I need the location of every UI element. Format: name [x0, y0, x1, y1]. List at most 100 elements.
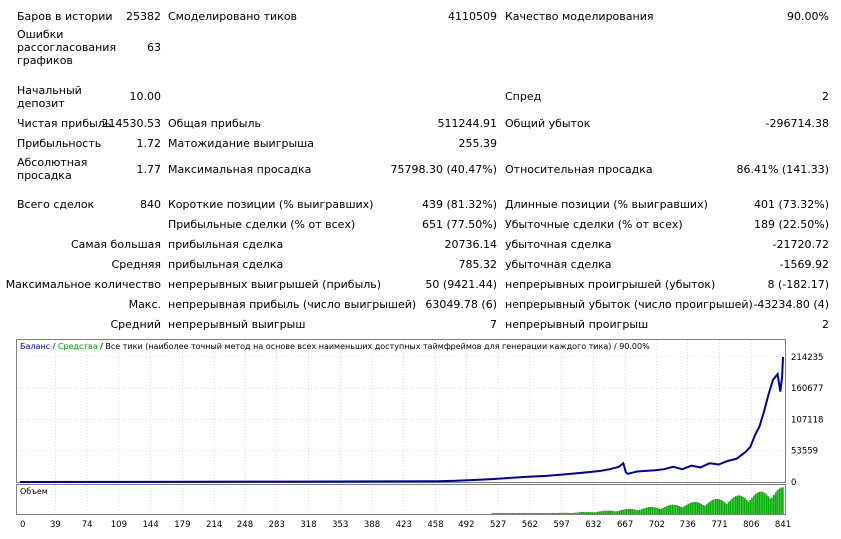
max-cons-wins-label: непрерывных выигрышей (прибыль) [168, 278, 382, 291]
volume-bar [495, 513, 497, 514]
volume-bar [520, 513, 523, 514]
volume-bar [642, 508, 644, 514]
volume-bar [716, 498, 719, 514]
volume-bar [546, 513, 548, 514]
volume-bar [602, 510, 605, 514]
volume-bar [629, 509, 632, 514]
volume-bar [767, 496, 770, 514]
x-tick-label: 527 [490, 520, 506, 530]
volume-bar [604, 510, 606, 514]
volume-bar [569, 513, 572, 514]
volume-bar [591, 512, 594, 514]
volume-bar [656, 508, 659, 514]
volume-bars [491, 487, 784, 514]
volume-bar [673, 504, 675, 514]
volume-bar [622, 509, 624, 514]
volume-bar [542, 513, 545, 514]
max-dd-value: 75798.30 (40.47%) [390, 163, 497, 176]
volume-bar [573, 512, 575, 514]
max-cons-profit-label: непрерывная прибыль (число выигрышей) [168, 298, 417, 311]
long-value: 401 (73.32%) [753, 198, 829, 211]
balance-chart: 214235 160677 107118 53559 0 0 39 74 109 144 179 2… [16, 339, 823, 530]
x-tick-label: 74 [82, 520, 93, 530]
volume-bar [682, 507, 684, 514]
volume-bar [756, 492, 759, 514]
deposit-value: 10.00 [129, 90, 162, 103]
max-cons-losses-value: 8 (-182.17) [767, 278, 829, 291]
y-tick-label: 107118 [791, 415, 823, 425]
volume-bar [580, 512, 583, 514]
volume-bar [633, 509, 635, 514]
volume-bar [571, 513, 574, 514]
volume-bar [733, 497, 735, 514]
largest-profit-label: прибыльная сделка [168, 238, 284, 251]
volume-bar [653, 507, 655, 514]
volume-bar [773, 494, 775, 514]
y-tick-label: 53559 [791, 447, 818, 457]
largest-loss-label: убыточная сделка [505, 238, 612, 251]
volume-bar [493, 513, 496, 514]
x-tick-label: 492 [458, 520, 474, 530]
volume-bar [538, 513, 541, 514]
volume-bar [698, 502, 701, 514]
avg-cons-wins-value: 7 [490, 318, 497, 331]
max-cons-loss-value: -43234.80 (4) [753, 298, 829, 311]
average-label: Средняя [111, 258, 161, 271]
volume-bar [684, 506, 686, 514]
loss-trades-label: Убыточные сделки (% от всех) [505, 218, 683, 231]
x-axis-labels: 0 39 74 109 144 179 214 248 283 318 353 388 423 458 49… [20, 520, 791, 530]
x-tick-label: 562 [522, 520, 538, 530]
average-loss-label: убыточная сделка [505, 258, 612, 271]
volume-bar [624, 509, 626, 514]
volume-bar [667, 505, 670, 514]
volume-bar [747, 501, 750, 514]
volume-bar [734, 496, 737, 514]
short-label: Короткие позиции (% выигравших) [168, 198, 374, 211]
volume-bar [524, 513, 526, 514]
y-tick-label: 0 [791, 478, 796, 488]
volume-bar [627, 509, 630, 514]
volume-bar [702, 504, 704, 514]
volume-bar [771, 497, 773, 514]
volume-bar [549, 513, 552, 514]
average-profit-label: прибыльная сделка [168, 258, 284, 271]
volume-bar [662, 507, 664, 514]
volume-bar [691, 502, 693, 514]
volume-bar [517, 513, 519, 514]
volume-bar [744, 498, 746, 514]
abs-dd-value: 1.77 [136, 163, 162, 176]
volume-bar [664, 506, 666, 514]
legend-equity: Средства [58, 342, 98, 351]
volume-bar [504, 513, 507, 514]
spread-label: Спред [505, 90, 542, 103]
volume-bar [675, 505, 677, 514]
avg-cons-wins-label: непрерывный выигрыш [168, 318, 306, 331]
volume-bar [749, 499, 751, 514]
volume-bar [597, 511, 599, 514]
volume-bar [562, 512, 565, 514]
max-label: Макс. [128, 298, 161, 311]
volume-bar [753, 495, 755, 514]
x-tick-label: 39 [50, 520, 61, 530]
volume-bar [558, 512, 561, 514]
x-tick-label: 458 [427, 520, 443, 530]
loss-trades-value: 189 (22.50%) [753, 218, 829, 231]
volume-bar [651, 507, 653, 514]
volume-bar [724, 502, 726, 514]
volume-bar [774, 492, 777, 514]
gross-profit-value: 511244.91 [437, 117, 498, 130]
volume-bar [555, 513, 557, 514]
volume-bar [644, 508, 646, 514]
volume-bar [707, 502, 710, 514]
total-trades-label: Всего сделок [17, 198, 95, 211]
x-tick-label: 109 [111, 520, 127, 530]
volume-bar [666, 506, 668, 514]
volume-bar [575, 512, 577, 514]
volume-bar [704, 505, 706, 514]
volume-bar [606, 510, 608, 514]
expected-payoff-label: Матожидание выигрыша [168, 137, 314, 150]
average-profit-value: 785.32 [458, 258, 498, 271]
rel-dd-label: Относительная просадка [505, 163, 653, 176]
max-cons-wins-value: 50 (9421.44) [425, 278, 497, 291]
volume-bar [635, 509, 637, 514]
